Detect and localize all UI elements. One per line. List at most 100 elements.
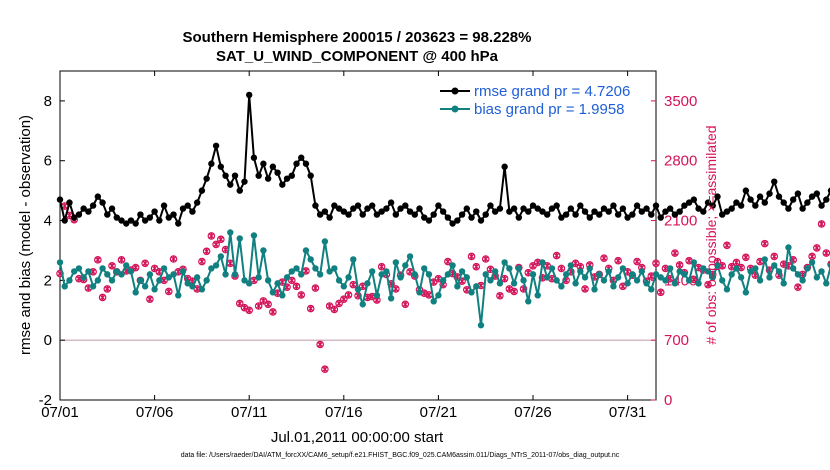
- obs-assimilated-point: [227, 259, 234, 267]
- obs-assimilated-point: [676, 261, 683, 269]
- bias-point: [737, 274, 745, 281]
- rmse-point: [794, 190, 802, 197]
- rmse-point: [562, 211, 570, 218]
- rmse-point: [690, 196, 698, 203]
- bias-point: [425, 271, 433, 278]
- rmse-point: [827, 187, 830, 194]
- obs-assimilated-point: [501, 275, 508, 283]
- bias-point: [477, 322, 485, 329]
- bias-point: [378, 271, 385, 278]
- bias-point: [411, 271, 418, 278]
- rmse-point: [193, 199, 201, 206]
- bias-point: [501, 259, 508, 266]
- rmse-point: [719, 211, 726, 218]
- obs-assimilated-point: [298, 291, 305, 299]
- rmse-point: [118, 217, 125, 224]
- bias-point: [397, 274, 404, 281]
- bias-point: [775, 268, 783, 275]
- obs-assimilated-point: [217, 235, 224, 243]
- obs-assimilated-point: [704, 281, 712, 289]
- bias-point: [99, 265, 106, 272]
- rmse-point: [766, 190, 773, 197]
- rmse-point: [610, 202, 617, 209]
- obs-assimilated-point: [534, 259, 541, 266]
- rmse-point: [676, 208, 683, 215]
- bias-point: [373, 292, 381, 299]
- bias-point: [298, 271, 305, 278]
- bias-point: [666, 265, 674, 272]
- bias-point: [567, 262, 575, 269]
- rmse-point: [596, 211, 603, 218]
- bias-point: [662, 277, 669, 284]
- rmse-point: [775, 193, 783, 200]
- obs-assimilated-point: [90, 268, 97, 276]
- rmse-point: [189, 208, 196, 215]
- x-tick-label: 07/11: [231, 404, 267, 421]
- bias-point: [260, 247, 267, 254]
- rmse-point: [515, 214, 523, 221]
- bias-point: [520, 277, 527, 284]
- rmse-point: [123, 220, 130, 227]
- bias-point: [435, 292, 442, 299]
- y-tick-label: 6: [44, 153, 52, 170]
- rmse-point: [99, 199, 106, 206]
- rmse-point: [373, 211, 381, 218]
- obs-possible-point: [827, 260, 830, 268]
- rmse-point: [685, 199, 693, 206]
- y-tick-label: -2: [39, 392, 52, 409]
- bias-point: [85, 268, 92, 275]
- obs-assimilated-point: [198, 258, 205, 265]
- rmse-point: [477, 217, 485, 224]
- bias-point: [756, 277, 764, 284]
- rmse-point: [581, 208, 589, 215]
- rmse-point: [435, 202, 442, 209]
- bias-point: [156, 277, 163, 284]
- rmse-point: [165, 214, 172, 221]
- obs-assimilated-point: [104, 285, 111, 293]
- bias-point: [288, 268, 295, 275]
- rmse-point: [648, 211, 655, 218]
- bias-point: [496, 280, 504, 287]
- obs-assimilated-point: [823, 249, 830, 257]
- bias-point: [104, 271, 111, 278]
- obs-assimilated-point: [818, 220, 825, 228]
- rmse-point: [823, 196, 830, 203]
- bias-point: [269, 289, 277, 296]
- bias-point: [302, 247, 310, 254]
- obs-assimilated-point: [392, 285, 399, 293]
- bias-point: [146, 271, 154, 278]
- rmse-point: [600, 205, 608, 212]
- legend-rmse-marker: [451, 87, 459, 95]
- rmse-point: [534, 205, 541, 212]
- rmse-point: [80, 205, 87, 212]
- bias-point: [421, 265, 428, 272]
- bias-point: [80, 274, 87, 281]
- bias-point: [326, 268, 333, 275]
- bias-point: [193, 274, 201, 281]
- bias-point: [562, 271, 570, 278]
- obs-assimilated-point: [482, 255, 489, 263]
- rmse-point: [742, 187, 750, 194]
- obs-assimilated-point: [170, 255, 177, 263]
- legend-rmse-label: rmse grand pr = 4.7206: [474, 83, 630, 100]
- obs-assimilated-point: [208, 232, 215, 240]
- bias-point: [56, 259, 64, 266]
- obs-assimilated-point: [809, 253, 816, 260]
- bias-point: [127, 268, 135, 275]
- bias-point: [264, 277, 272, 284]
- bias-point: [274, 280, 281, 287]
- bias-point: [648, 286, 655, 293]
- rmse-point: [454, 217, 461, 224]
- bias-point: [454, 283, 461, 290]
- rmse-point: [695, 205, 702, 212]
- rmse-point: [397, 205, 404, 212]
- rmse-point: [657, 214, 664, 221]
- bias-point: [368, 268, 376, 275]
- rmse-point: [89, 202, 97, 209]
- bias-point: [473, 283, 480, 290]
- rmse-point: [416, 205, 423, 212]
- bias-point: [808, 259, 816, 266]
- rmse-point: [368, 202, 376, 209]
- obs-assimilated-point: [321, 365, 328, 373]
- bias-point: [652, 271, 660, 278]
